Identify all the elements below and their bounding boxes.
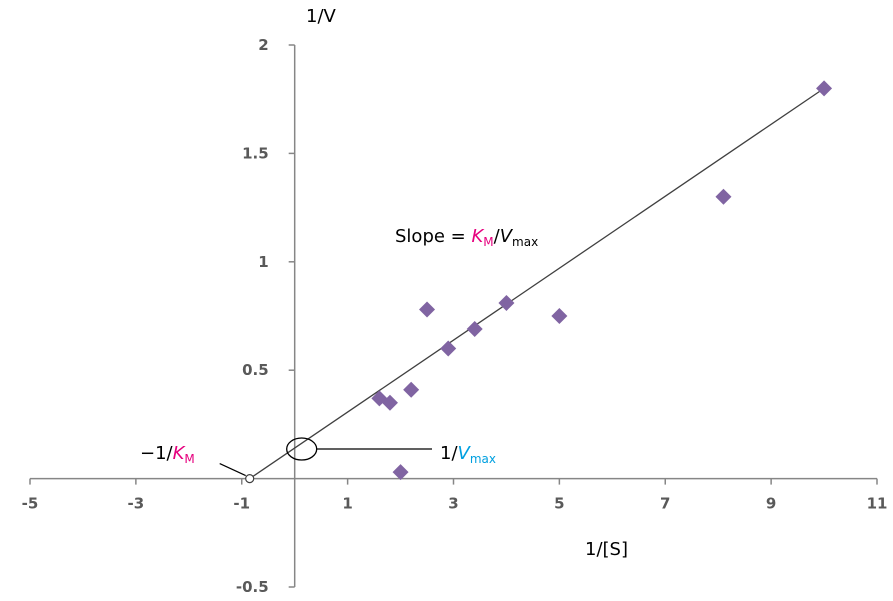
neg-km-k: K — [173, 443, 186, 464]
y-tick-label: 1 — [258, 253, 268, 271]
neg-km-annotation: −1/KM — [140, 443, 195, 466]
data-point — [715, 188, 732, 205]
slope-slash: / — [494, 226, 501, 247]
x-tick-label: 11 — [867, 495, 888, 513]
data-point — [551, 308, 568, 324]
inv-vmax-annotation: 1/Vmax — [440, 443, 496, 466]
y-tick-label: 2 — [258, 36, 268, 54]
x-tick-label: -1 — [233, 495, 250, 513]
x-axis-ticks — [29, 478, 878, 485]
y-tick-label: 1.5 — [242, 144, 269, 162]
y-tick-label: 0.5 — [242, 361, 269, 379]
x-intercept-marker — [245, 474, 255, 484]
x-tick-label: 9 — [766, 495, 776, 513]
data-points — [371, 80, 833, 481]
data-point — [440, 340, 457, 357]
y-axis-ticks — [288, 44, 295, 588]
slope-annotation: Slope = KM/Vmax — [395, 226, 538, 249]
trendline — [249, 87, 825, 480]
x-tick-label: 7 — [660, 495, 670, 513]
x-axis-label: 1/[S] — [585, 539, 628, 560]
neg-km-leader-line — [219, 463, 246, 477]
slope-vmax: V — [500, 226, 514, 247]
x-tick-label: 1 — [342, 495, 352, 513]
x-tick-label: -3 — [128, 495, 145, 513]
data-point — [419, 301, 436, 318]
neg-km-prefix: −1/ — [140, 443, 174, 464]
data-point — [466, 321, 483, 338]
inv-vmax-v: V — [458, 443, 472, 464]
y-tick-labels: -0.5 0.5 1 1.5 2 — [236, 36, 269, 596]
x-tick-label: 3 — [448, 495, 458, 513]
inv-vmax-sub: max — [470, 452, 496, 466]
data-point — [392, 464, 409, 481]
neg-km-sub: M — [184, 452, 194, 466]
y-axis-label: 1/V — [306, 6, 337, 27]
data-point — [816, 80, 833, 97]
data-point — [498, 294, 515, 311]
x-tick-label: -5 — [22, 495, 39, 513]
slope-km: K — [471, 226, 484, 247]
data-point — [381, 394, 398, 411]
y-tick-label: -0.5 — [236, 578, 269, 596]
slope-prefix: Slope = — [395, 226, 471, 247]
slope-vmax-sub: max — [512, 235, 538, 249]
slope-km-sub: M — [483, 235, 493, 249]
x-tick-labels: -5 -3 -1 1 3 5 7 9 11 — [22, 495, 888, 513]
y-intercept-ellipse — [286, 437, 318, 461]
inv-vmax-prefix: 1/ — [440, 443, 458, 464]
x-tick-label: 5 — [554, 495, 564, 513]
data-point — [403, 381, 420, 398]
